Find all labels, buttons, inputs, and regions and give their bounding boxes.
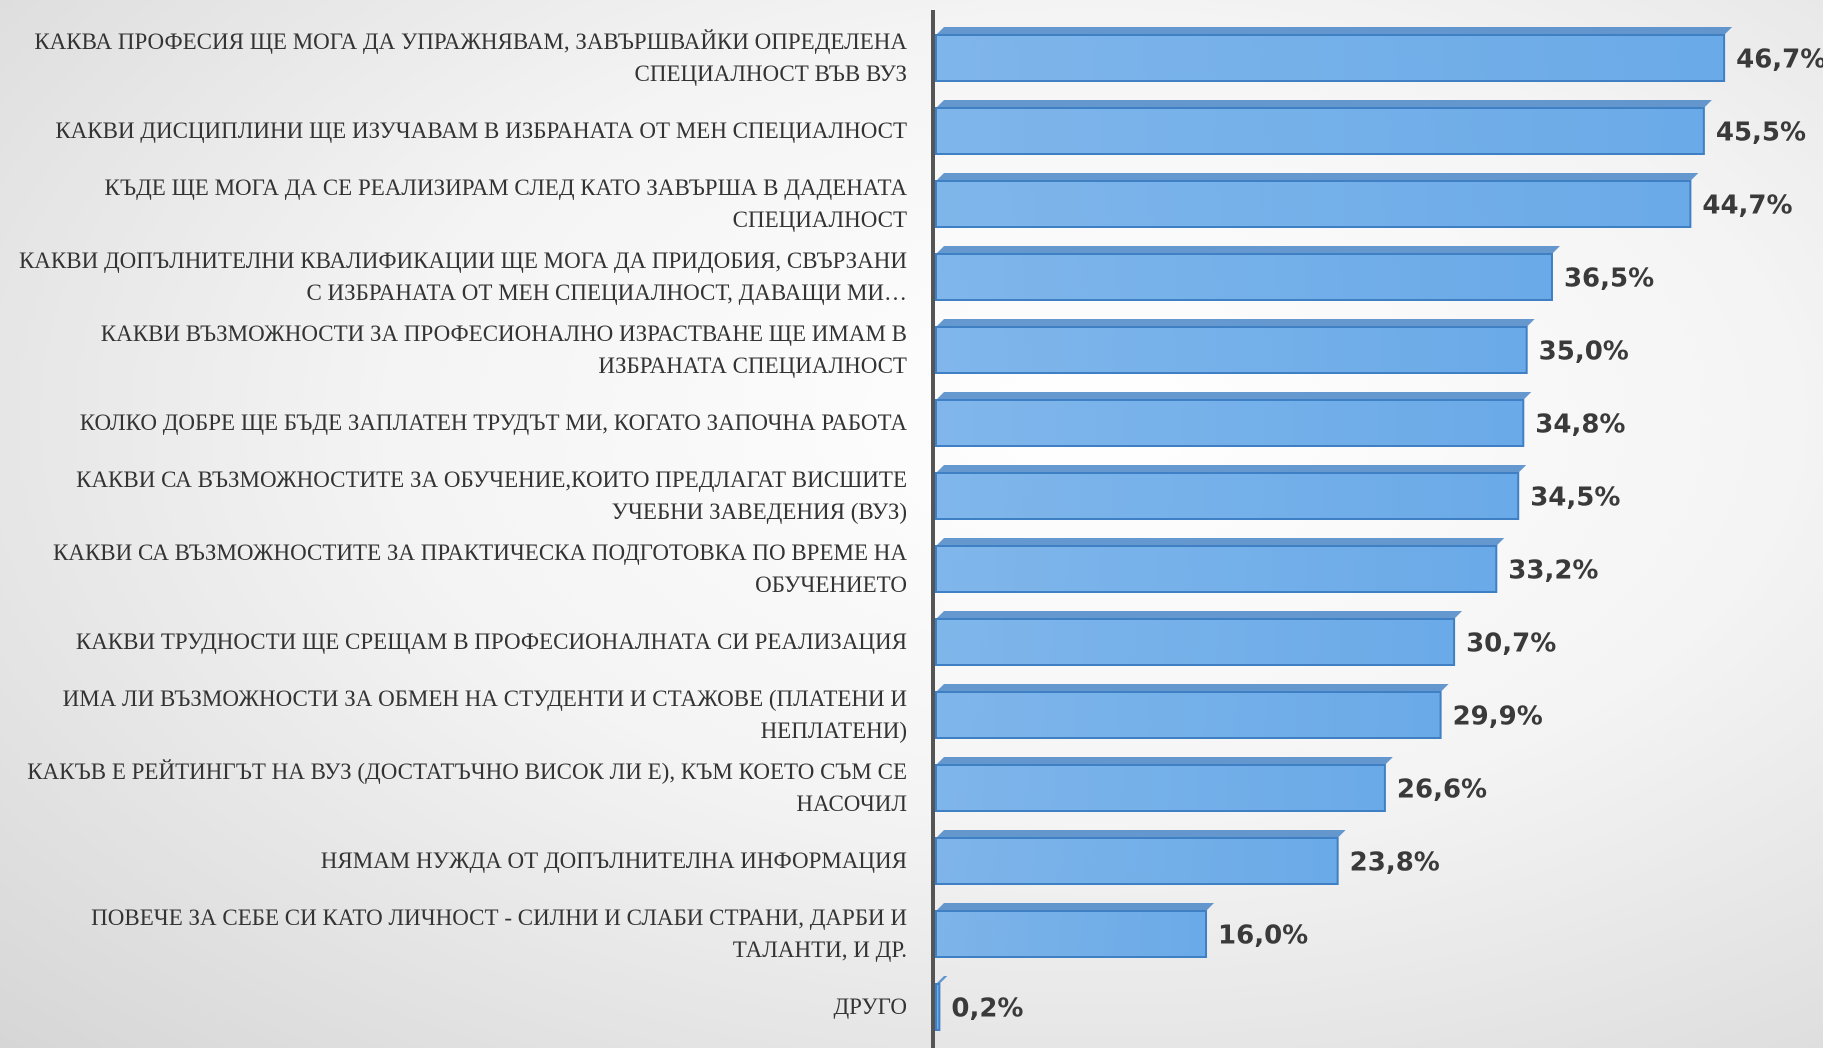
value-label: 34,5% (1530, 483, 1620, 513)
bar-top (936, 319, 1535, 327)
value-label: 0,2% (951, 994, 1023, 1024)
bar-top (936, 538, 1505, 546)
bar-group (935, 465, 1527, 520)
bar (935, 545, 1498, 593)
bar (935, 837, 1339, 885)
value-label: 44,7% (1702, 191, 1792, 221)
bar-top (936, 246, 1560, 254)
bar (935, 910, 1208, 958)
value-label: 36,5% (1564, 264, 1654, 294)
bar-group (935, 830, 1346, 885)
value-label: 45,5% (1716, 118, 1806, 148)
bar (935, 253, 1553, 301)
bar-top (936, 757, 1393, 765)
category-label: Повече за себе си като личност - силни и… (91, 905, 907, 962)
bar-top (936, 976, 948, 984)
category-label: Къде ще мога да се реализирам след като … (104, 175, 908, 232)
bar-top (936, 392, 1532, 400)
bar (935, 326, 1528, 374)
category-label: Какви са възможностите за практическа по… (53, 540, 907, 597)
category-label: Какъв е рейтингът на ВУЗ (достатъчно вис… (27, 759, 907, 816)
bar (935, 618, 1456, 666)
category-label: Нямам нужда от допълнителна информация (320, 848, 907, 873)
bar-top (936, 684, 1449, 692)
bar-top (936, 173, 1699, 181)
bar-top (936, 903, 1215, 911)
value-label: 30,7% (1466, 629, 1556, 659)
category-label: Каква професия ще мога да упражнявам, за… (34, 29, 907, 86)
bar-group (935, 173, 1699, 228)
bar-group (935, 611, 1463, 666)
category-label: Какви възможности за професионално израс… (100, 321, 907, 378)
bar-group (935, 757, 1393, 812)
category-label: Колко добре ще бъде заплатен трудът ми, … (79, 410, 907, 435)
value-label: 16,0% (1218, 921, 1308, 951)
bar-group (935, 684, 1449, 739)
category-label: Друго (833, 994, 907, 1019)
value-label: 33,2% (1508, 556, 1598, 586)
bar-group (935, 100, 1712, 155)
category-label: Какви трудности ще срещам в професионалн… (75, 629, 907, 654)
bar (935, 764, 1386, 812)
bar (935, 34, 1726, 82)
bar-top (936, 465, 1527, 473)
value-label: 34,8% (1535, 410, 1625, 440)
bar (935, 107, 1705, 155)
category-label: Какви дисциплини ще изучавам в избраната… (55, 118, 907, 143)
bar-group (935, 538, 1505, 593)
bar-group (935, 903, 1215, 958)
bar (935, 399, 1525, 447)
value-label: 35,0% (1539, 337, 1629, 367)
bar-group (935, 392, 1532, 447)
bar-top (936, 611, 1463, 619)
category-label: Има ли възможности за обмен на студенти … (62, 686, 907, 743)
bar (935, 472, 1520, 520)
bar (935, 983, 941, 1031)
bar (935, 180, 1692, 228)
value-label: 23,8% (1350, 848, 1440, 878)
value-label: 26,6% (1397, 775, 1487, 805)
bar-group (935, 246, 1560, 301)
bar (935, 691, 1442, 739)
bar-top (936, 27, 1733, 35)
bar-top (936, 100, 1712, 108)
bar-group (935, 976, 948, 1031)
bar-group (935, 27, 1733, 82)
bar-group (935, 319, 1535, 374)
category-label: Какви са възможностите за обучение,които… (76, 467, 907, 524)
value-label: 46,7% (1736, 45, 1823, 75)
bar-top (936, 830, 1346, 838)
category-label: Какви допълнителни квалификации ще мога … (18, 248, 907, 305)
value-label: 29,9% (1453, 702, 1543, 732)
